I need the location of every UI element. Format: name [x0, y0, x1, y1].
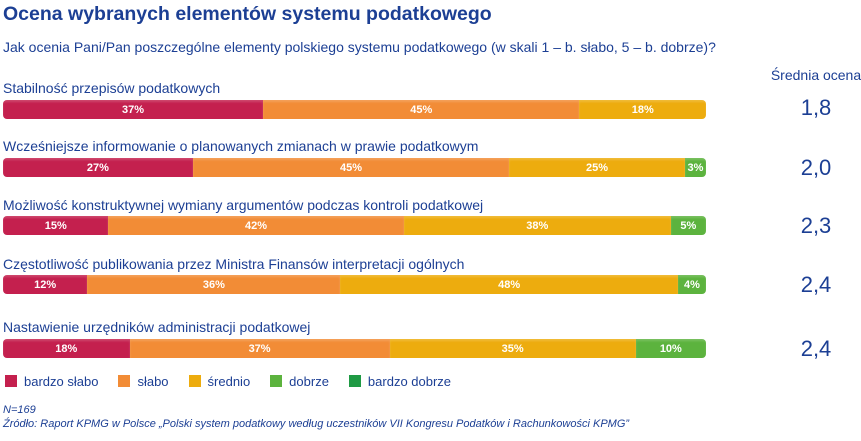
legend-item: bardzo dobrze: [348, 373, 452, 389]
average-score: 1,8: [800, 95, 832, 120]
legend-label: dobrze: [289, 373, 329, 389]
legend-swatch: [5, 375, 17, 387]
stacked-bar: 18% 37% 35% 10%: [3, 339, 706, 358]
bar-segment-slabo: 36%: [87, 275, 341, 294]
stacked-bar: 15% 42% 38% 5%: [3, 216, 706, 235]
bar-segment-bardzo-slabo: 12%: [3, 275, 88, 294]
row-label: Częstotliwość publikowania przez Ministr…: [3, 256, 465, 272]
chart-title: Ocena wybranych elementów systemu podatk…: [3, 3, 492, 25]
bar-segment-srednio: 35%: [389, 339, 636, 358]
source-note: Źródło: Raport KPMG w Polsce „Polski sys…: [3, 418, 630, 430]
average-header: Średnia ocena: [770, 67, 861, 83]
bar-segment-slabo: 45%: [263, 100, 580, 119]
bar-segment-bardzo-slabo: 27%: [3, 158, 193, 177]
bar-segment-srednio: 38%: [403, 216, 671, 235]
legend-item: dobrze: [270, 374, 329, 389]
bar-segment-dobrze: 4%: [677, 275, 706, 294]
legend-item: słabo: [118, 373, 169, 389]
legend-label: bardzo słabo: [24, 373, 99, 389]
legend-label: słabo: [137, 373, 169, 389]
legend-item: bardzo słabo: [5, 374, 98, 389]
row-label: Wcześniejsze informowanie o planowanych …: [3, 138, 479, 154]
stacked-bar: 12% 36% 48% 4%: [3, 275, 706, 294]
legend-swatch: [270, 375, 283, 387]
bar-segment-slabo: 42%: [108, 216, 404, 235]
bar-segment-slabo: 45%: [192, 158, 510, 177]
average-score: 2,0: [800, 155, 832, 180]
bar-segment-srednio: 18%: [579, 100, 706, 119]
legend-swatch: [348, 375, 361, 387]
bar-segment-srednio: 25%: [509, 158, 685, 177]
row-label: Nastawienie urzędników administracji pod…: [3, 319, 311, 335]
average-score: 2,3: [800, 213, 832, 238]
legend-label: średnio: [207, 373, 251, 389]
row-label: Możliwość konstruktywnej wymiany argumen…: [3, 197, 484, 213]
legend-swatch: [188, 375, 201, 387]
average-score: 2,4: [800, 272, 832, 297]
bar-segment-bardzo-slabo: 18%: [3, 339, 130, 358]
legend-item: średnio: [188, 373, 251, 389]
legend-swatch: [118, 375, 131, 387]
bar-segment-dobrze: 5%: [670, 216, 706, 235]
bar-segment-srednio: 48%: [340, 275, 678, 294]
bar-segment-dobrze: 10%: [635, 339, 706, 358]
chart-subtitle: Jak ocenia Pani/Pan poszczególne element…: [3, 39, 716, 55]
average-score: 2,4: [800, 336, 832, 361]
stacked-bar: 37% 45% 18%: [3, 100, 706, 119]
sample-size-note: N=169: [3, 404, 36, 416]
bar-segment-bardzo-slabo: 37%: [3, 100, 264, 119]
legend-label: bardzo dobrze: [367, 373, 452, 389]
bar-segment-dobrze: 3%: [684, 158, 706, 177]
stacked-bar: 27% 45% 25% 3%: [3, 158, 706, 177]
bar-segment-bardzo-slabo: 15%: [3, 216, 109, 235]
row-label: Stabilność przepisów podatkowych: [3, 80, 221, 96]
bar-segment-slabo: 37%: [129, 339, 390, 358]
chart-legend: bardzo słabo słabo średnio dobrze bardzo dob…: [5, 373, 471, 389]
